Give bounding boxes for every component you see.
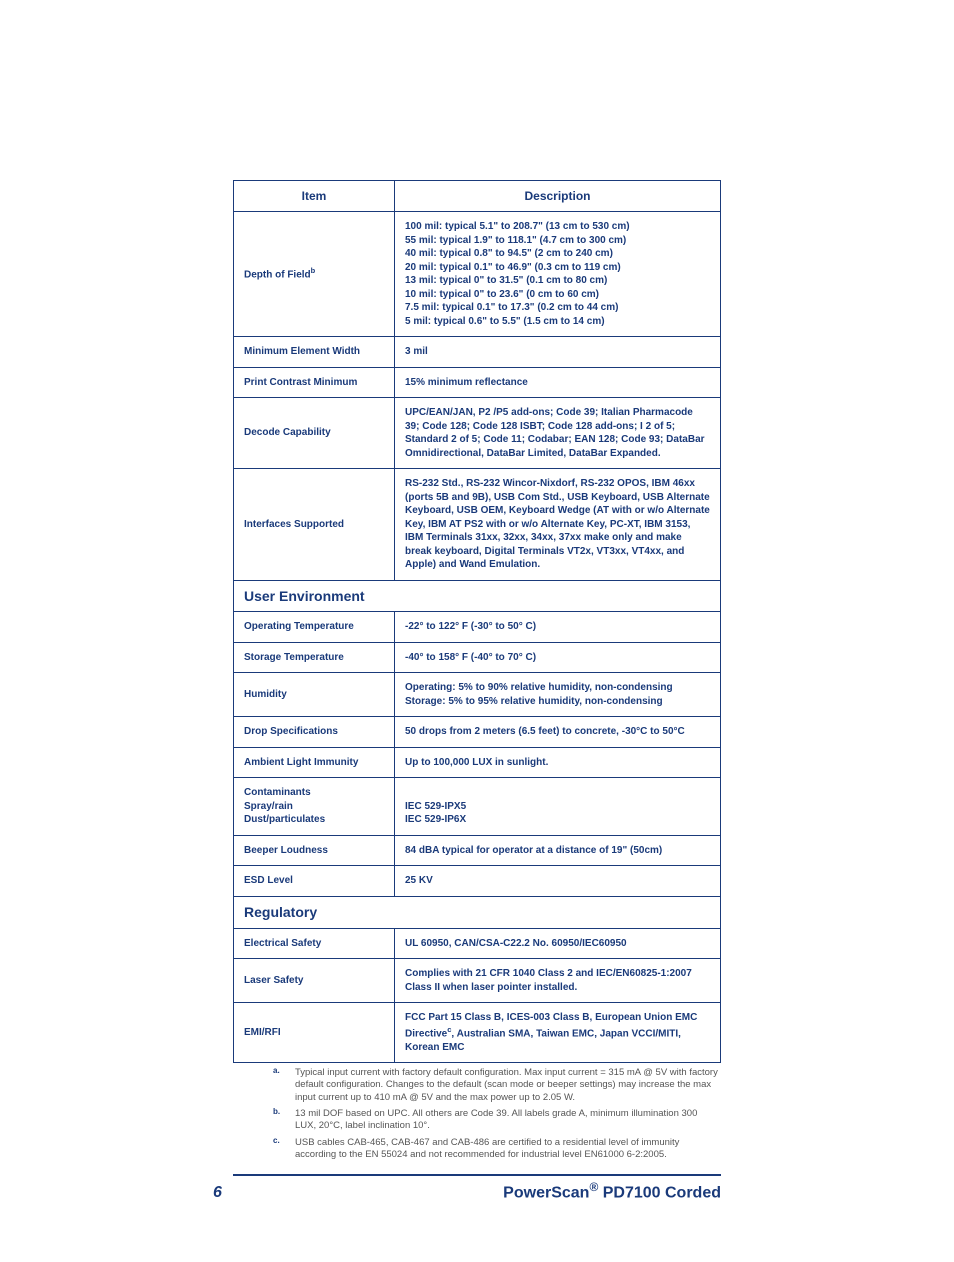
spec-item: Interfaces Supported: [234, 469, 395, 581]
spec-description: 25 KV: [395, 866, 721, 897]
footnote-marker: c.: [273, 1136, 295, 1161]
footnote: c.USB cables CAB-465, CAB-467 and CAB-48…: [233, 1135, 721, 1164]
table-row: Print Contrast Minimum15% minimum reflec…: [234, 367, 721, 398]
table-row: Minimum Element Width3 mil: [234, 337, 721, 368]
table-row: Interfaces SupportedRS-232 Std., RS-232 …: [234, 469, 721, 581]
spec-description: Operating: 5% to 90% relative humidity, …: [395, 673, 721, 717]
spec-item: Operating Temperature: [234, 612, 395, 643]
table-row: Operating Temperature-22° to 122° F (-30…: [234, 612, 721, 643]
spec-description: 50 drops from 2 meters (6.5 feet) to con…: [395, 717, 721, 748]
spec-item: Ambient Light Immunity: [234, 747, 395, 778]
footnote: a.Typical input current with factory def…: [233, 1065, 721, 1106]
section-heading: User Environment: [234, 580, 721, 612]
spec-item: Drop Specifications: [234, 717, 395, 748]
spec-description: FCC Part 15 Class B, ICES-003 Class B, E…: [395, 1003, 721, 1063]
spec-item: Print Contrast Minimum: [234, 367, 395, 398]
footer-title: PowerScan® PD7100 Corded: [503, 1180, 721, 1202]
table-row: Ambient Light ImmunityUp to 100,000 LUX …: [234, 747, 721, 778]
spec-description: Complies with 21 CFR 1040 Class 2 and IE…: [395, 959, 721, 1003]
spec-item: Decode Capability: [234, 398, 395, 469]
spec-description: IEC 529-IPX5IEC 529-IP6X: [395, 778, 721, 836]
spec-description: 84 dBA typical for operator at a distanc…: [395, 835, 721, 866]
col-header-description: Description: [395, 181, 721, 212]
footnote-text: 13 mil DOF based on UPC. All others are …: [295, 1108, 721, 1133]
table-row: Storage Temperature-40° to 158° F (-40° …: [234, 642, 721, 673]
spec-item: EMI/RFI: [234, 1003, 395, 1063]
page-number: 6: [213, 1184, 222, 1202]
spec-item: ESD Level: [234, 866, 395, 897]
table-row: Drop Specifications50 drops from 2 meter…: [234, 717, 721, 748]
table-row: Laser SafetyComplies with 21 CFR 1040 Cl…: [234, 959, 721, 1003]
section-heading: Regulatory: [234, 896, 721, 928]
spec-description: 15% minimum reflectance: [395, 367, 721, 398]
table-row: HumidityOperating: 5% to 90% relative hu…: [234, 673, 721, 717]
table-row: Decode CapabilityUPC/EAN/JAN, P2 /P5 add…: [234, 398, 721, 469]
spec-item: Beeper Loudness: [234, 835, 395, 866]
table-row: User Environment: [234, 580, 721, 612]
table-row: Electrical SafetyUL 60950, CAN/CSA-C22.2…: [234, 928, 721, 959]
table-row: EMI/RFIFCC Part 15 Class B, ICES-003 Cla…: [234, 1003, 721, 1063]
page-footer: 6 PowerScan® PD7100 Corded: [233, 1174, 721, 1202]
spec-description: -22° to 122° F (-30° to 50° C): [395, 612, 721, 643]
table-row: ContaminantsSpray/rainDust/particulatesI…: [234, 778, 721, 836]
col-header-item: Item: [234, 181, 395, 212]
table-row: Depth of Fieldb100 mil: typical 5.1" to …: [234, 212, 721, 337]
spec-item: Depth of Fieldb: [234, 212, 395, 337]
footnote-marker: a.: [273, 1066, 295, 1103]
spec-description: RS-232 Std., RS-232 Wincor-Nixdorf, RS-2…: [395, 469, 721, 581]
footnotes: a.Typical input current with factory def…: [233, 1065, 721, 1163]
footnote-marker: b.: [273, 1107, 295, 1132]
spec-description: 100 mil: typical 5.1" to 208.7" (13 cm t…: [395, 212, 721, 337]
spec-description: UL 60950, CAN/CSA-C22.2 No. 60950/IEC609…: [395, 928, 721, 959]
table-row: Regulatory: [234, 896, 721, 928]
spec-description: -40° to 158° F (-40° to 70° C): [395, 642, 721, 673]
spec-item: ContaminantsSpray/rainDust/particulates: [234, 778, 395, 836]
spec-description: UPC/EAN/JAN, P2 /P5 add-ons; Code 39; It…: [395, 398, 721, 469]
spec-description: 3 mil: [395, 337, 721, 368]
specifications-table: Item Description Depth of Fieldb100 mil:…: [233, 180, 721, 1063]
spec-item: Electrical Safety: [234, 928, 395, 959]
spec-item: Humidity: [234, 673, 395, 717]
table-row: Beeper Loudness84 dBA typical for operat…: [234, 835, 721, 866]
footnote-text: USB cables CAB-465, CAB-467 and CAB-486 …: [295, 1137, 721, 1162]
spec-description: Up to 100,000 LUX in sunlight.: [395, 747, 721, 778]
footnote: b.13 mil DOF based on UPC. All others ar…: [233, 1106, 721, 1135]
footnote-text: Typical input current with factory defau…: [295, 1067, 721, 1104]
spec-item: Minimum Element Width: [234, 337, 395, 368]
table-row: ESD Level25 KV: [234, 866, 721, 897]
spec-item: Laser Safety: [234, 959, 395, 1003]
spec-item: Storage Temperature: [234, 642, 395, 673]
